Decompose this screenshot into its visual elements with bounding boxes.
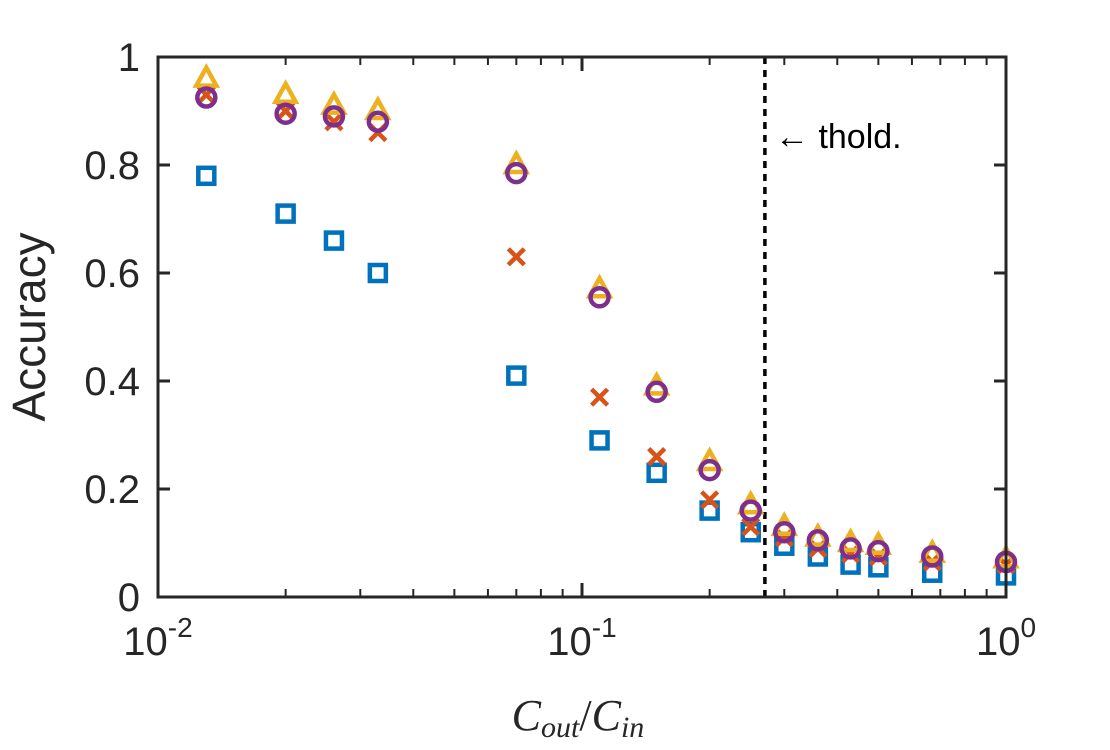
y-tick-label: 0.4 [84, 360, 140, 404]
point-triangle [271, 79, 300, 105]
point-triangle [192, 62, 221, 88]
point-circle [274, 102, 297, 125]
point-circle [739, 499, 762, 522]
point-circle [588, 286, 611, 309]
x-label-base-num: C [512, 691, 542, 740]
point-circle [839, 537, 862, 560]
point-circle [773, 520, 796, 544]
point-square [646, 462, 667, 484]
point-circle [366, 110, 390, 134]
point-triangle [585, 273, 614, 299]
x-tick-base: 10 [976, 620, 1021, 664]
x-tick-label: 100 [976, 612, 1036, 664]
x-label-base-den: C [592, 691, 622, 740]
x-label-sub-num: out [541, 711, 580, 744]
point-triangle [695, 446, 724, 472]
y-tick-label: 0 [118, 576, 140, 620]
x-tick-exponent: -1 [592, 612, 617, 643]
point-circle [195, 86, 218, 109]
point-x [589, 387, 610, 407]
point-x [741, 517, 761, 537]
point-x [506, 247, 526, 267]
point-x [647, 447, 667, 467]
annotation-thold: ← thold. [775, 118, 902, 156]
y-tick-label: 0.2 [84, 468, 140, 512]
axes-layer [156, 55, 1008, 599]
point-triangle [502, 149, 531, 175]
y-tick-label: 1 [118, 36, 140, 80]
y-tick-label: 0.6 [84, 252, 140, 296]
point-triangle [364, 95, 392, 121]
x-tick-label: 10-1 [547, 612, 616, 664]
point-square [275, 203, 296, 224]
x-label-sub-den: in [621, 711, 644, 744]
point-circle [867, 539, 890, 563]
x-tick-base: 10 [123, 620, 168, 664]
x-tick-base: 10 [547, 620, 592, 664]
point-circle [645, 380, 668, 404]
point-x [700, 490, 720, 510]
point-square [367, 262, 389, 284]
y-tick-label: 0.8 [84, 144, 140, 188]
point-square [506, 365, 527, 386]
point-square [196, 165, 217, 187]
point-square [589, 430, 610, 451]
point-circle [806, 529, 830, 552]
point-circle [921, 545, 944, 568]
point-x [324, 112, 344, 132]
x-label-slash: / [579, 691, 592, 740]
x-tick-exponent: 0 [1020, 612, 1036, 643]
point-triangle [320, 89, 348, 115]
x-tick-exponent: -2 [168, 612, 193, 643]
x-axis-label: Cout/Cin [512, 691, 645, 744]
point-square [323, 230, 345, 251]
point-circle [505, 161, 528, 185]
x-tick-label: 10-2 [123, 612, 192, 664]
y-axis-label: Accuracy [3, 232, 55, 421]
point-circle [322, 105, 346, 128]
point-circle [698, 458, 721, 482]
